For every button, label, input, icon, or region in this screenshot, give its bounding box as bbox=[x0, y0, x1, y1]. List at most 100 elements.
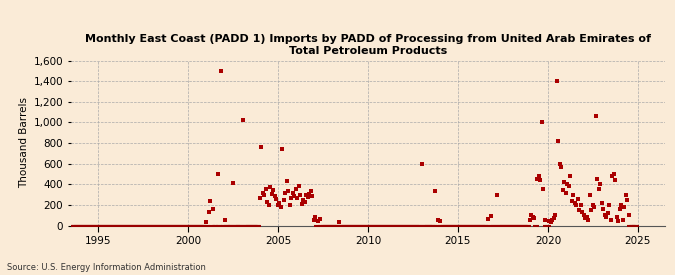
Point bbox=[262, 200, 273, 204]
Point bbox=[443, 223, 454, 228]
Point bbox=[148, 223, 159, 228]
Point bbox=[340, 223, 351, 228]
Point bbox=[292, 196, 303, 200]
Point bbox=[261, 187, 271, 192]
Point bbox=[580, 216, 591, 221]
Point bbox=[240, 223, 250, 228]
Point bbox=[241, 223, 252, 228]
Point bbox=[526, 213, 537, 218]
Point bbox=[348, 223, 358, 228]
Point bbox=[394, 223, 405, 228]
Point bbox=[196, 223, 207, 228]
Point bbox=[221, 223, 232, 228]
Point bbox=[275, 205, 286, 209]
Point bbox=[433, 218, 443, 222]
Point bbox=[364, 223, 375, 228]
Point bbox=[541, 223, 551, 228]
Point bbox=[242, 223, 253, 228]
Point bbox=[419, 223, 430, 228]
Point bbox=[571, 203, 582, 207]
Point bbox=[603, 211, 614, 215]
Point bbox=[84, 223, 95, 228]
Point bbox=[99, 223, 109, 228]
Point bbox=[300, 200, 310, 204]
Point bbox=[620, 192, 631, 197]
Point bbox=[425, 223, 436, 228]
Point bbox=[550, 213, 561, 218]
Point bbox=[198, 223, 209, 228]
Point bbox=[504, 223, 514, 228]
Point bbox=[410, 223, 421, 228]
Point bbox=[531, 223, 541, 228]
Point bbox=[203, 210, 214, 214]
Point bbox=[490, 223, 501, 228]
Point bbox=[556, 164, 567, 169]
Point bbox=[631, 223, 642, 228]
Point bbox=[274, 201, 285, 205]
Point bbox=[458, 223, 469, 228]
Point bbox=[317, 223, 328, 228]
Point bbox=[140, 223, 151, 228]
Point bbox=[553, 139, 564, 143]
Point bbox=[460, 223, 470, 228]
Point bbox=[342, 223, 352, 228]
Point bbox=[470, 223, 481, 228]
Point bbox=[585, 192, 595, 197]
Point bbox=[323, 223, 334, 228]
Point bbox=[538, 187, 549, 192]
Point bbox=[248, 223, 259, 228]
Point bbox=[215, 68, 226, 73]
Point bbox=[86, 223, 97, 228]
Point bbox=[181, 223, 192, 228]
Point bbox=[130, 223, 141, 228]
Point bbox=[362, 223, 373, 228]
Point bbox=[452, 223, 463, 228]
Point bbox=[226, 223, 237, 228]
Point bbox=[377, 223, 388, 228]
Point bbox=[478, 223, 489, 228]
Point bbox=[333, 223, 344, 228]
Point bbox=[616, 203, 627, 207]
Point bbox=[592, 177, 603, 181]
Point bbox=[397, 223, 408, 228]
Point bbox=[169, 223, 180, 228]
Point bbox=[466, 223, 477, 228]
Point bbox=[599, 213, 610, 218]
Point bbox=[400, 223, 411, 228]
Point bbox=[134, 223, 145, 228]
Point bbox=[441, 223, 452, 228]
Point bbox=[517, 223, 528, 228]
Point bbox=[551, 79, 562, 83]
Point bbox=[581, 215, 592, 219]
Point bbox=[311, 223, 322, 228]
Point bbox=[329, 223, 340, 228]
Point bbox=[369, 223, 379, 228]
Point bbox=[111, 223, 122, 228]
Point bbox=[194, 223, 205, 228]
Point bbox=[506, 223, 517, 228]
Point bbox=[117, 223, 128, 228]
Point bbox=[373, 223, 384, 228]
Point bbox=[365, 223, 376, 228]
Point bbox=[505, 223, 516, 228]
Point bbox=[468, 223, 479, 228]
Point bbox=[442, 223, 453, 228]
Point bbox=[113, 223, 124, 228]
Point bbox=[549, 216, 560, 221]
Point bbox=[462, 223, 472, 228]
Point bbox=[512, 223, 523, 228]
Point bbox=[220, 218, 231, 222]
Point bbox=[360, 223, 371, 228]
Point bbox=[145, 223, 156, 228]
Point bbox=[106, 223, 117, 228]
Point bbox=[624, 213, 634, 218]
Point bbox=[527, 215, 538, 219]
Point bbox=[516, 223, 526, 228]
Point bbox=[439, 223, 450, 228]
Point bbox=[180, 223, 190, 228]
Point bbox=[402, 223, 412, 228]
Point bbox=[182, 223, 193, 228]
Point bbox=[435, 219, 446, 224]
Point bbox=[427, 223, 438, 228]
Point bbox=[587, 203, 598, 207]
